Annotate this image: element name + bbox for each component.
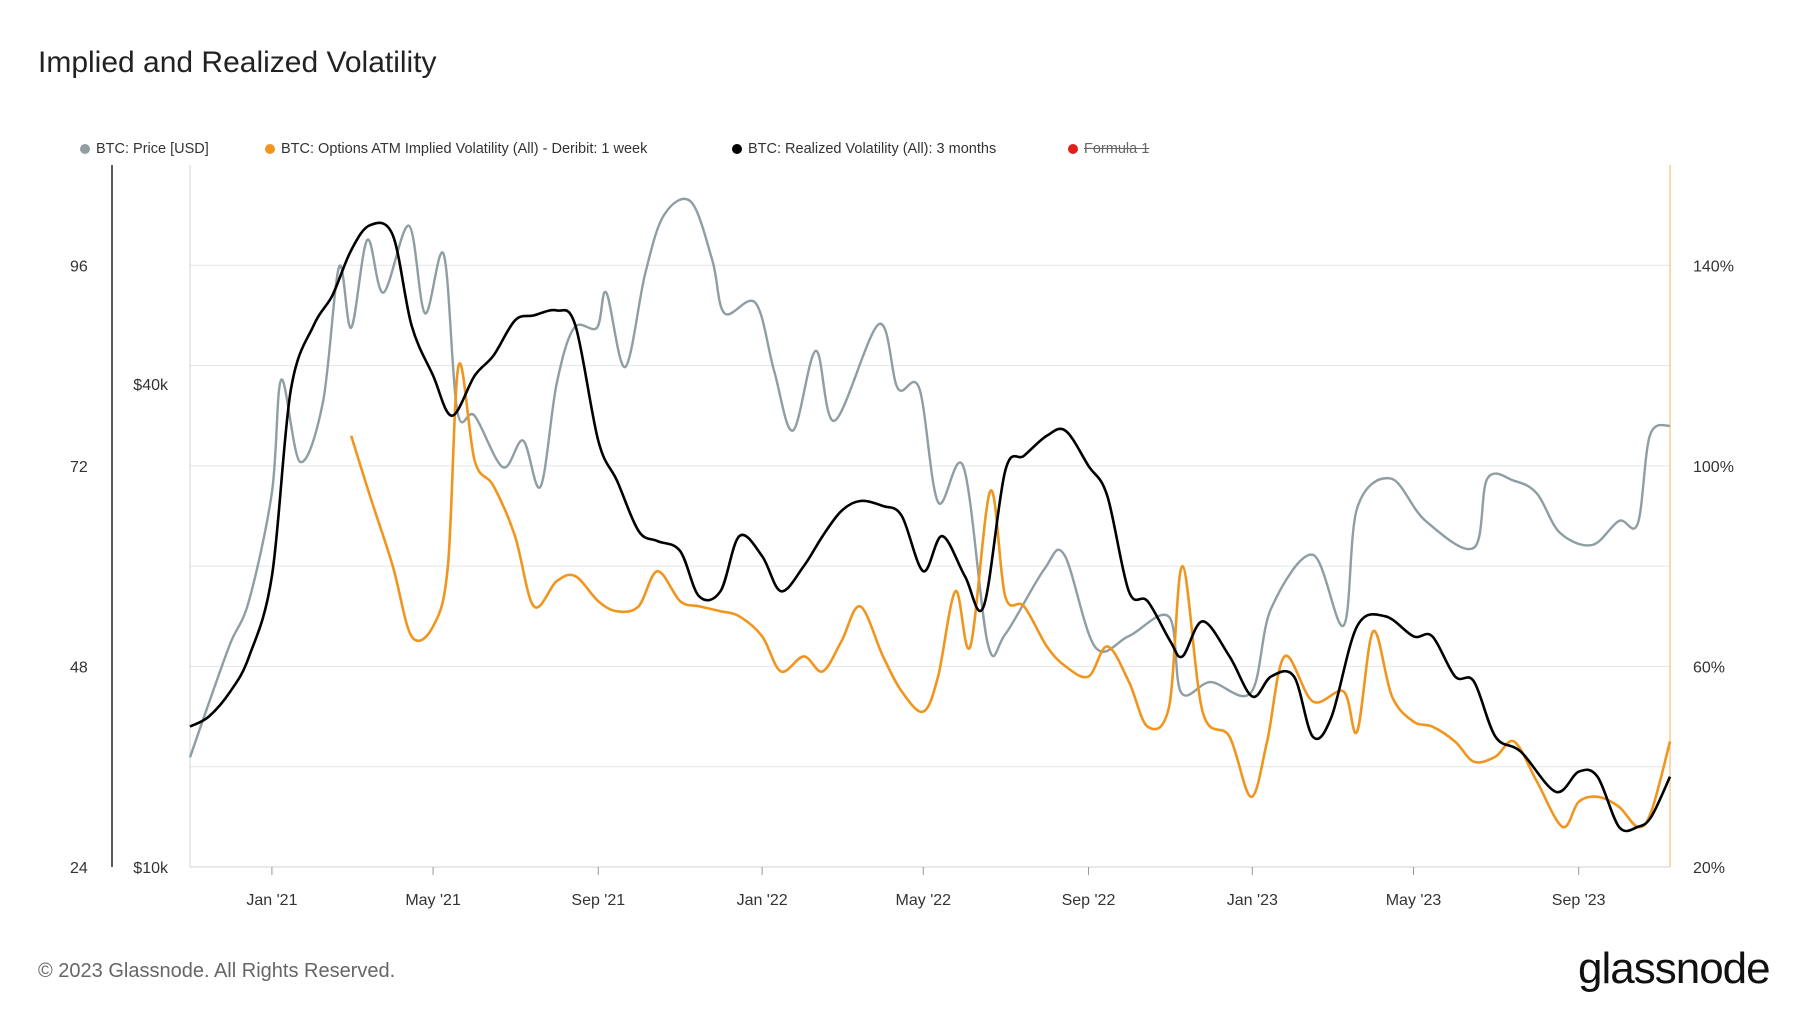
legend-dot-price — [80, 144, 90, 154]
x-tick-label: Jan '21 — [246, 892, 297, 909]
x-tick-label: Sep '22 — [1062, 892, 1116, 909]
legend-label-price: BTC: Price [USD] — [96, 141, 209, 157]
right-tick-label: 20% — [1693, 860, 1725, 877]
legend-item-formula-1[interactable]: Formula 1 — [1068, 141, 1149, 157]
series-line-implied-vol — [349, 362, 1672, 829]
x-tick-label: Sep '23 — [1552, 892, 1606, 909]
legend-item-implied-vol[interactable]: BTC: Options ATM Implied Volatility (All… — [265, 141, 647, 157]
legend-label-formula-1: Formula 1 — [1084, 141, 1150, 157]
series-line-realized-vol — [189, 221, 1672, 833]
left-outer-tick-label: 96 — [70, 258, 88, 275]
chart-title: Implied and Realized Volatility — [38, 46, 437, 79]
brand-logo-text: glassnode — [1578, 944, 1771, 993]
x-tick-label: Jan '23 — [1227, 892, 1278, 909]
legend-dot-realized-vol — [732, 144, 742, 154]
x-tick-label: Jan '22 — [737, 892, 788, 909]
legend-item-realized-vol[interactable]: BTC: Realized Volatility (All): 3 months — [732, 141, 996, 157]
price-tick-label: $40k — [133, 377, 169, 394]
legend-item-price[interactable]: BTC: Price [USD] — [80, 141, 209, 157]
right-tick-label: 140% — [1693, 258, 1734, 275]
x-tick-label: Sep '21 — [571, 892, 625, 909]
legend-dot-formula-1 — [1068, 144, 1078, 154]
right-tick-label: 100% — [1693, 459, 1734, 476]
x-tick-label: May '21 — [405, 892, 461, 909]
x-tick-label: May '22 — [896, 892, 952, 909]
left-outer-tick-label: 24 — [70, 860, 88, 877]
right-tick-label: 60% — [1693, 659, 1725, 676]
copyright-text: © 2023 Glassnode. All Rights Reserved. — [38, 960, 396, 982]
legend-label-realized-vol: BTC: Realized Volatility (All): 3 months — [748, 141, 997, 157]
legend-label-implied-vol: BTC: Options ATM Implied Volatility (All… — [281, 141, 648, 157]
price-tick-label: $10k — [133, 860, 169, 877]
x-tick-label: May '23 — [1386, 892, 1442, 909]
series-line-price — [188, 197, 1671, 758]
left-outer-tick-label: 72 — [70, 459, 88, 476]
left-outer-tick-label: 48 — [70, 659, 88, 676]
legend-dot-implied-vol — [265, 144, 275, 154]
